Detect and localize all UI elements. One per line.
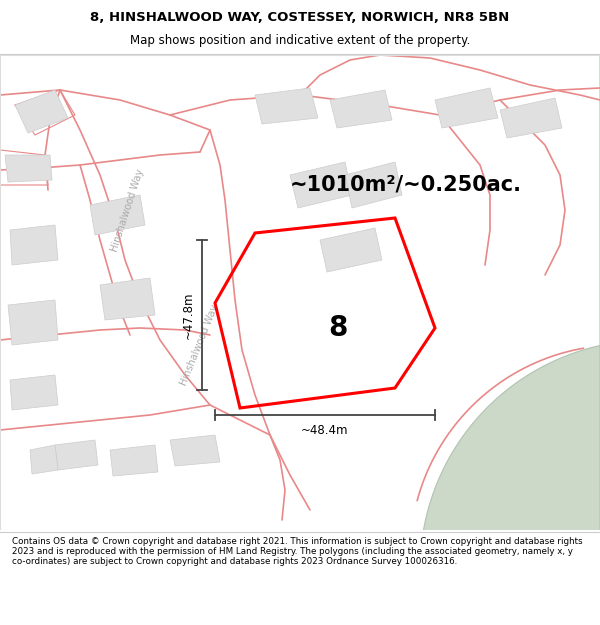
- Polygon shape: [435, 88, 498, 128]
- Polygon shape: [55, 440, 98, 470]
- Text: Map shows position and indicative extent of the property.: Map shows position and indicative extent…: [130, 34, 470, 47]
- Text: ~48.4m: ~48.4m: [301, 424, 349, 438]
- Polygon shape: [290, 162, 352, 208]
- Polygon shape: [100, 278, 155, 320]
- Text: Hinshalwood Way: Hinshalwood Way: [110, 168, 146, 252]
- Polygon shape: [170, 435, 220, 466]
- Polygon shape: [30, 445, 58, 474]
- Polygon shape: [110, 445, 158, 476]
- Text: Contains OS data © Crown copyright and database right 2021. This information is : Contains OS data © Crown copyright and d…: [12, 537, 583, 566]
- Polygon shape: [8, 300, 58, 345]
- Polygon shape: [345, 162, 402, 208]
- Polygon shape: [330, 90, 392, 128]
- Polygon shape: [90, 195, 145, 235]
- Polygon shape: [10, 225, 58, 265]
- Text: 8, HINSHALWOOD WAY, COSTESSEY, NORWICH, NR8 5BN: 8, HINSHALWOOD WAY, COSTESSEY, NORWICH, …: [91, 11, 509, 24]
- Polygon shape: [255, 88, 318, 124]
- Polygon shape: [500, 98, 562, 138]
- Text: ~47.8m: ~47.8m: [182, 291, 194, 339]
- Text: Hinshalwood Way: Hinshalwood Way: [179, 303, 221, 387]
- Polygon shape: [420, 55, 600, 625]
- Polygon shape: [10, 375, 58, 410]
- Polygon shape: [320, 228, 382, 272]
- Polygon shape: [15, 90, 68, 133]
- Text: 8: 8: [328, 314, 347, 342]
- Polygon shape: [5, 155, 52, 182]
- Text: ~1010m²/~0.250ac.: ~1010m²/~0.250ac.: [290, 175, 522, 195]
